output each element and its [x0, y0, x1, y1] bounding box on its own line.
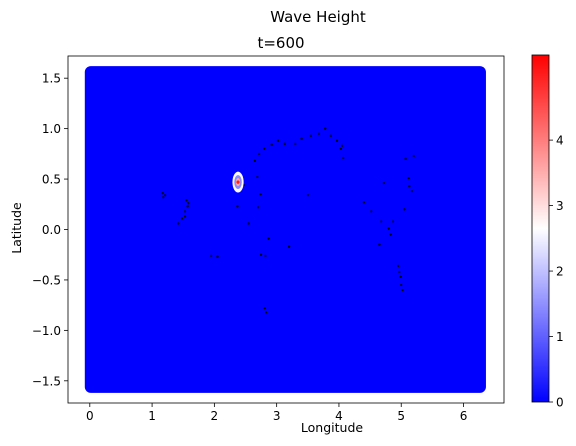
- colorbar: 0 1 2 3 4: [531, 54, 564, 410]
- station-marker: [283, 142, 286, 145]
- wave-field: [84, 66, 486, 393]
- station-marker: [264, 311, 268, 314]
- wave-source: [232, 171, 244, 193]
- station-marker: [256, 175, 259, 179]
- x-tick-label: 0: [86, 409, 94, 423]
- station-marker: [258, 152, 261, 155]
- station-marker: [329, 134, 332, 137]
- station-marker: [288, 245, 291, 248]
- station-marker: [387, 227, 390, 230]
- station-marker: [408, 185, 411, 188]
- station-marker: [186, 205, 189, 208]
- colorbar-tick-label: 4: [556, 134, 564, 148]
- x-axis-label: Longitude: [301, 420, 363, 435]
- station-marker: [317, 132, 321, 135]
- colorbar-tick-label: 3: [556, 199, 564, 213]
- station-marker: [407, 176, 410, 180]
- y-axis-label: Latitude: [9, 202, 24, 254]
- station-marker: [398, 270, 401, 273]
- station-marker: [404, 157, 407, 160]
- station-marker: [380, 220, 383, 223]
- wave-field-fill: [84, 66, 486, 393]
- station-marker: [263, 307, 266, 310]
- station-marker: [340, 144, 344, 147]
- x-tick-label: 2: [211, 409, 219, 423]
- station-marker: [183, 210, 187, 213]
- station-marker: [309, 134, 313, 137]
- station-marker: [342, 156, 345, 159]
- y-axis-ticks: −1.5 −1.0 −0.5 0.0 0.5 1.0 1.5: [32, 72, 68, 388]
- station-marker: [162, 196, 165, 199]
- station-marker: [259, 253, 263, 256]
- x-tick-label: 4: [335, 409, 343, 423]
- station-marker: [161, 192, 164, 195]
- station-marker: [247, 222, 250, 225]
- station-marker: [400, 283, 403, 287]
- station-marker: [300, 137, 303, 140]
- station-marker: [216, 255, 219, 258]
- figure-suptitle: Wave Height: [270, 8, 366, 26]
- station-marker: [236, 205, 239, 208]
- station-marker: [210, 254, 213, 257]
- station-marker: [180, 217, 184, 220]
- y-tick-label: −0.5: [32, 273, 61, 287]
- station-marker: [382, 181, 385, 185]
- station-marker: [339, 147, 342, 150]
- station-marker: [264, 254, 267, 257]
- station-marker: [401, 288, 404, 292]
- station-marker: [389, 233, 392, 236]
- station-marker: [177, 222, 180, 225]
- station-marker: [410, 190, 413, 193]
- station-marker: [259, 193, 262, 196]
- station-marker: [256, 206, 260, 209]
- colorbar-tick-label: 1: [556, 330, 564, 344]
- station-marker: [412, 154, 415, 157]
- station-marker: [362, 201, 365, 204]
- station-marker: [335, 139, 339, 142]
- station-marker: [183, 215, 187, 218]
- station-marker: [399, 275, 402, 279]
- station-marker: [324, 127, 327, 130]
- plot-area: 0 1 2 3 4 5 6 −1.5 −1.0 −0.5 0.0 0.5 1.0 1.5: [32, 55, 505, 423]
- x-tick-label: 6: [460, 409, 468, 423]
- station-marker: [294, 142, 297, 145]
- colorbar-gradient: [531, 54, 550, 403]
- station-marker: [253, 159, 256, 163]
- axes-title: t=600: [257, 34, 304, 52]
- station-marker: [378, 243, 381, 246]
- x-tick-label: 1: [148, 409, 156, 423]
- y-tick-label: 0.5: [42, 173, 61, 187]
- colorbar-ticks: 0 1 2 3 4: [549, 134, 564, 410]
- y-tick-label: −1.0: [32, 324, 61, 338]
- colorbar-tick-label: 2: [556, 265, 564, 279]
- y-tick-label: −1.5: [32, 374, 61, 388]
- wave-source-peak: [236, 180, 240, 184]
- station-marker: [187, 202, 190, 205]
- x-tick-label: 5: [397, 409, 405, 423]
- x-tick-label: 3: [273, 409, 281, 423]
- station-marker: [267, 237, 270, 240]
- station-marker: [370, 210, 373, 213]
- station-marker: [403, 208, 406, 211]
- station-marker: [270, 143, 273, 146]
- y-tick-label: 0.0: [42, 223, 61, 237]
- colorbar-tick-label: 0: [556, 396, 564, 410]
- station-marker: [164, 194, 167, 197]
- station-marker: [306, 194, 309, 197]
- station-marker: [185, 199, 188, 202]
- station-marker: [397, 264, 400, 267]
- y-tick-label: 1.5: [42, 72, 61, 86]
- x-axis-ticks: 0 1 2 3 4 5 6: [86, 403, 467, 423]
- station-markers: [161, 127, 415, 314]
- station-marker: [276, 139, 280, 142]
- station-marker: [263, 147, 266, 150]
- station-marker: [392, 220, 395, 223]
- y-tick-label: 1.0: [42, 122, 61, 136]
